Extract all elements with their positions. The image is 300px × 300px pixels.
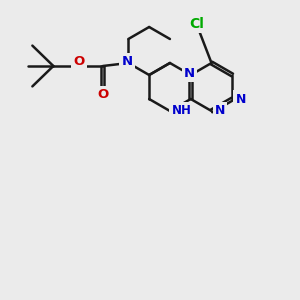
Text: O: O <box>73 55 85 68</box>
Text: Cl: Cl <box>189 17 204 31</box>
Text: N: N <box>215 104 225 118</box>
Text: O: O <box>97 88 109 101</box>
Text: N: N <box>121 55 132 68</box>
Text: N: N <box>184 67 195 80</box>
Text: N: N <box>236 92 246 106</box>
Text: NH: NH <box>171 104 191 118</box>
